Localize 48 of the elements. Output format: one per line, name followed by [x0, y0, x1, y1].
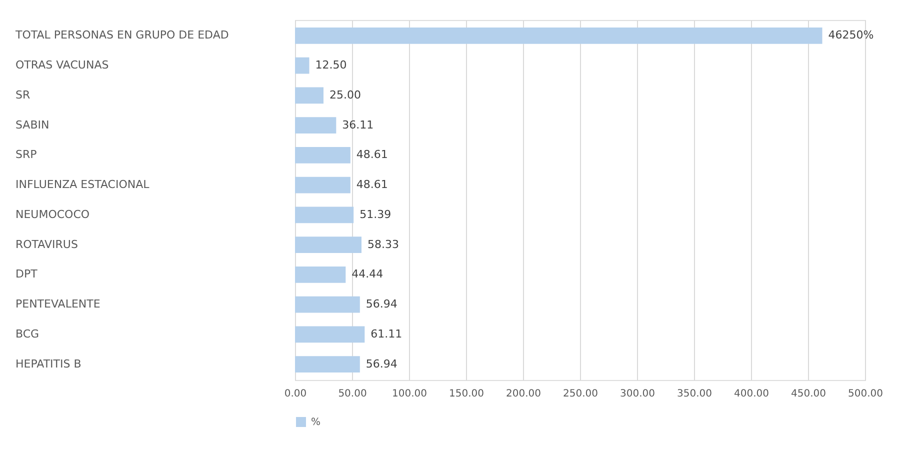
- bar: [295, 57, 310, 74]
- bar: [295, 176, 350, 194]
- bar: [295, 356, 360, 373]
- y-tick-label: DPT: [16, 268, 38, 281]
- y-tick-label: INFLUENZA ESTACIONAL: [16, 178, 150, 192]
- bar: [295, 87, 324, 104]
- x-tick-label: 300.00: [620, 388, 655, 400]
- y-tick-label: TOTAL PERSONAS EN GRUPO DE EDAD: [14, 28, 229, 42]
- bar: [295, 206, 354, 224]
- data-label: 48.61: [356, 148, 388, 162]
- bar: [295, 266, 346, 283]
- data-label: 25.00: [330, 88, 361, 102]
- data-label: 61.11: [370, 327, 402, 340]
- y-tick-label: ROTAVIRUS: [16, 238, 78, 251]
- bar: [295, 296, 360, 313]
- y-tick-label: BCG: [16, 327, 40, 340]
- y-tick-label: SRP: [16, 148, 38, 162]
- x-tick-label: 500.00: [848, 388, 883, 400]
- x-tick-label: 100.00: [392, 388, 427, 400]
- x-tick-label: 450.00: [791, 388, 826, 400]
- y-tick-label: SR: [16, 88, 30, 102]
- x-tick-label: 400.00: [734, 388, 769, 400]
- bar: [295, 146, 350, 164]
- x-tick-label: 150.00: [449, 388, 484, 400]
- x-tick-label: 250.00: [563, 388, 598, 400]
- bar: [295, 236, 362, 254]
- y-tick-label: PENTEVALENTE: [16, 298, 100, 311]
- x-tick-label: 200.00: [506, 388, 541, 400]
- x-tick-label: 350.00: [677, 388, 712, 400]
- y-tick-label: HEPATITIS B: [16, 357, 82, 370]
- legend-label: %: [311, 417, 321, 428]
- x-tick-label: 0.00: [284, 388, 307, 400]
- y-tick-label: OTRAS VACUNAS: [16, 58, 109, 72]
- data-label: 58.33: [367, 238, 399, 251]
- bar: [295, 326, 365, 343]
- data-label: 51.39: [360, 208, 392, 221]
- data-label: 36.11: [342, 118, 374, 132]
- data-label: 12.50: [315, 58, 347, 72]
- data-label: 56.94: [366, 357, 398, 370]
- data-label: 48.61: [356, 178, 388, 192]
- bar: [295, 27, 822, 44]
- y-tick-label: SABIN: [16, 118, 50, 132]
- data-label: 56.94: [366, 298, 398, 311]
- y-tick-label: NEUMOCOCO: [16, 208, 90, 221]
- data-label: 44.44: [352, 268, 384, 281]
- bar: [295, 117, 336, 134]
- x-tick-label: 50.00: [338, 388, 367, 400]
- data-label: 46250%: [828, 28, 874, 42]
